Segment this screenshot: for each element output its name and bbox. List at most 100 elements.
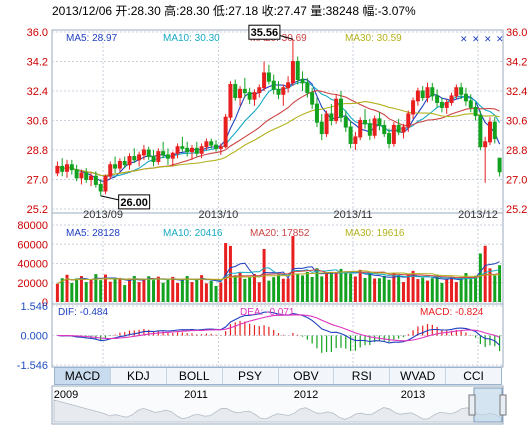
- volume-bar: [325, 272, 329, 302]
- candle-body: [473, 106, 478, 117]
- tab-cci[interactable]: CCI: [463, 369, 484, 383]
- navigator-year-label: 2011: [184, 389, 208, 401]
- tab-psy[interactable]: PSY: [223, 368, 279, 384]
- tab-wvad[interactable]: WVAD: [390, 368, 447, 384]
- candle-fill: [262, 72, 266, 88]
- volume-bar: [392, 273, 396, 302]
- price-x-label: 2013/09: [83, 209, 123, 221]
- price-y-tick-right: 25.2: [506, 204, 527, 216]
- volume-bar: [84, 282, 88, 302]
- candle-fill: [55, 166, 59, 173]
- tab-rsi[interactable]: RSI: [334, 368, 391, 384]
- candle-fill: [488, 122, 492, 142]
- price-x-label: 2013/10: [199, 209, 239, 221]
- max-annotation-label: 35.56: [251, 27, 279, 39]
- candle-body: [439, 101, 444, 108]
- volume-bar: [310, 276, 314, 302]
- volume-bar: [171, 276, 175, 302]
- candle-body: [497, 157, 502, 173]
- volume-bar: [204, 283, 208, 302]
- candle-fill: [142, 150, 146, 155]
- volume-bar: [137, 282, 141, 302]
- candle-body: [271, 80, 276, 90]
- macd-legend-dif: DIF: -0.484: [58, 307, 108, 318]
- volume-bar: [55, 283, 59, 302]
- candle-body: [74, 169, 79, 179]
- volume-bar: [305, 271, 309, 302]
- dea-line: [57, 314, 500, 342]
- candle-fill: [392, 125, 396, 144]
- candle-body: [242, 88, 247, 94]
- candle-fill: [228, 84, 232, 118]
- quote-date: 2013/12/06: [52, 4, 113, 18]
- candle-body: [377, 118, 382, 126]
- candle-fill: [89, 176, 93, 180]
- volume-bar: [123, 285, 127, 302]
- volume-bar: [142, 278, 146, 302]
- candle-body: [185, 147, 190, 153]
- volume-bar: [79, 276, 83, 302]
- volume-legend-ma10: MA10: 20416: [163, 228, 223, 239]
- candle-body: [396, 124, 401, 133]
- legend-close-icon: ✕: [496, 34, 504, 44]
- min-annotation-box: [118, 194, 151, 210]
- open-label: 开:: [115, 4, 131, 18]
- candle-body: [161, 151, 166, 156]
- price-y-tick-right: 34.2: [506, 57, 527, 69]
- volume-bar: [339, 268, 343, 302]
- price-y-tick-left: 32.4: [27, 86, 48, 98]
- candle-body: [367, 123, 372, 136]
- navigator-year-label: 2009: [54, 389, 78, 401]
- volume-bar: [277, 274, 280, 302]
- volume-bar: [478, 253, 482, 302]
- volume-label: 量:: [310, 4, 326, 18]
- low-label: 低:: [212, 4, 229, 18]
- price-y-tick-right: 28.8: [506, 145, 527, 157]
- volume-bar: [272, 277, 276, 302]
- navigator-year-label: 2012: [294, 389, 318, 401]
- candle-fill: [224, 117, 228, 147]
- candle-body: [194, 147, 199, 154]
- candle-body: [463, 93, 468, 102]
- volume-y-tick: 0: [42, 297, 48, 309]
- volume-bar: [243, 278, 247, 302]
- navigator-left-handle[interactable]: [468, 394, 476, 416]
- price-y-tick-left: 27.0: [27, 175, 48, 187]
- volume-y-tick: 80000: [17, 220, 48, 232]
- candle-body: [468, 100, 473, 108]
- volume-y-tick: 40000: [17, 259, 48, 271]
- tab-kdj[interactable]: KDJ: [111, 368, 167, 384]
- volume-bar: [344, 271, 348, 302]
- candle-body: [146, 149, 151, 158]
- navigator-year-label: 2013: [401, 389, 425, 401]
- volume-bar: [60, 278, 64, 302]
- candle-body: [305, 82, 310, 94]
- low-value: 27.18: [228, 4, 259, 18]
- volume-bar: [132, 276, 136, 302]
- volume-bar: [99, 280, 103, 302]
- price-legend-ma30: MA30: 30.59: [345, 33, 402, 44]
- candle-fill: [353, 136, 357, 144]
- candle-body: [329, 113, 334, 121]
- candle-body: [338, 98, 343, 118]
- price-x-label: 2013/11: [334, 209, 373, 221]
- volume-bar: [382, 275, 386, 302]
- volume-bar: [401, 282, 405, 302]
- tab-boll[interactable]: BOLL: [167, 368, 223, 384]
- candle-fill: [406, 113, 410, 128]
- volume-bar: [469, 279, 473, 302]
- tab-macd[interactable]: MACD: [55, 368, 111, 384]
- candle-fill: [445, 102, 449, 108]
- candle-body: [165, 154, 170, 159]
- candle-fill: [190, 148, 194, 152]
- quote-summary: 2013/12/06 开:28.30 高:28.30 低:27.18 收:27.…: [52, 2, 416, 19]
- indicator-tabs: MACD KDJ BOLL PSY OBV RSI WVAD CCI: [54, 367, 502, 385]
- volume-bar: [353, 276, 357, 302]
- tab-obv[interactable]: OBV: [279, 368, 335, 384]
- volume-bar: [219, 282, 223, 302]
- candle-fill: [156, 151, 160, 162]
- max-annotation-pointer: [278, 34, 294, 40]
- change-label: 幅:: [362, 4, 378, 18]
- navigator-right-handle[interactable]: [499, 394, 507, 416]
